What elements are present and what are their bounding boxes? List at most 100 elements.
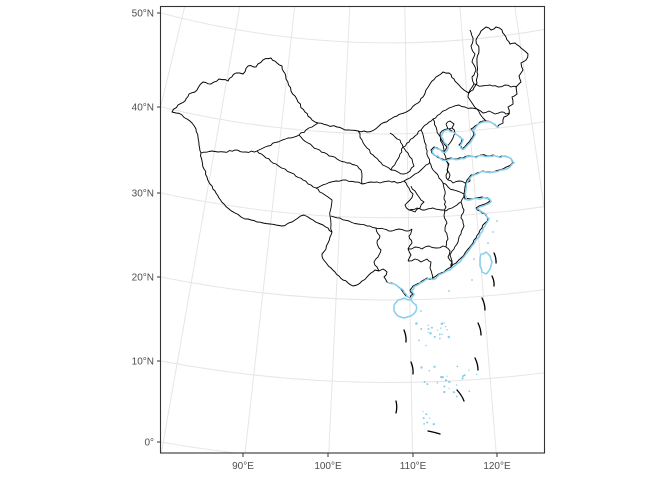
nine-dash-segment: [474, 357, 479, 371]
island-dot: [441, 333, 443, 336]
nine-dash-segment: [493, 252, 497, 264]
province-borders-layer: [171, 26, 529, 299]
province-border: [476, 108, 511, 115]
province-border: [442, 182, 449, 248]
graticule-layer: [161, 6, 545, 453]
x-axis: 90°E 100°E 110°E 120°E: [232, 453, 511, 472]
island-dot: [433, 335, 436, 338]
island-dot: [436, 329, 439, 331]
nine-dash-layer: [395, 252, 497, 435]
province-border: [446, 127, 456, 148]
island-dot: [420, 328, 423, 330]
province-border: [390, 146, 415, 175]
nine-dash-segment: [403, 329, 407, 343]
panel-background: [160, 6, 545, 453]
province-border: [407, 245, 447, 250]
y-axis-tick-label: 50°N: [132, 9, 154, 20]
x-axis-tick-label: 110°E: [400, 461, 427, 472]
province-border: [420, 129, 444, 184]
island-dot: [476, 373, 478, 376]
island-dot: [439, 337, 441, 340]
island-dot: [426, 383, 429, 386]
island-dot: [427, 331, 429, 333]
y-axis-tick-label: 20°N: [132, 273, 154, 284]
island-dot: [423, 380, 426, 384]
island-dot: [422, 411, 424, 413]
island-dot: [420, 366, 423, 369]
island-dot: [425, 344, 427, 347]
island-dot: [423, 423, 425, 425]
island-dot: [420, 310, 422, 312]
y-axis-tick-label: 0°: [144, 438, 154, 449]
island-dot: [471, 279, 473, 281]
island-dot: [415, 322, 418, 325]
island-dot: [426, 421, 429, 424]
nine-dash-segment: [456, 389, 465, 402]
coastline-layer: [387, 120, 515, 319]
x-axis-tick-label: 100°E: [314, 461, 342, 472]
island-dot: [448, 387, 450, 390]
island-dot: [456, 365, 459, 368]
island-dot: [496, 220, 498, 222]
x-axis-tick-label: 120°E: [483, 461, 511, 472]
island-dot: [492, 231, 494, 233]
nine-dash-segment: [410, 361, 414, 375]
island-dot: [418, 339, 420, 342]
island-dot: [468, 369, 470, 371]
island-dots-layer: [415, 220, 498, 426]
island-dot: [425, 413, 428, 416]
province-border: [256, 150, 317, 189]
y-axis-tick-label: 10°N: [132, 357, 154, 368]
island-dot: [427, 324, 429, 326]
province-border: [449, 193, 465, 268]
province-border: [357, 130, 392, 171]
province-border: [389, 132, 404, 171]
island-dot: [455, 395, 458, 398]
province-border: [445, 201, 462, 212]
island-dot: [440, 322, 444, 326]
island-dot: [429, 417, 431, 419]
island-dot: [438, 333, 441, 336]
province-border: [298, 122, 319, 136]
island-dot: [448, 381, 450, 383]
province-border: [298, 134, 363, 185]
nine-dash-segment: [427, 430, 441, 435]
island-dot: [461, 377, 464, 380]
nine-dash-segment: [491, 275, 495, 287]
province-border: [445, 120, 455, 130]
province-border: [361, 161, 431, 185]
island-dot: [432, 422, 435, 426]
province-border: [403, 180, 425, 213]
island-dot: [429, 331, 432, 335]
island-dot: [427, 328, 430, 330]
island-dot: [436, 381, 439, 384]
island-dot: [443, 390, 446, 394]
island-dot: [440, 375, 443, 379]
island-dot: [443, 385, 446, 388]
nine-dash-segment: [481, 297, 486, 311]
province-border: [407, 228, 413, 262]
island-dot: [430, 326, 433, 329]
mainland-coastline: [387, 120, 515, 300]
province-border: [373, 227, 382, 272]
province-border: [408, 207, 447, 212]
province-border: [442, 182, 465, 195]
nine-dash-segment: [477, 322, 482, 336]
y-axis-tick-label: 40°N: [132, 103, 154, 114]
island-dot: [446, 328, 448, 331]
province-border: [476, 108, 487, 122]
province-border: [256, 134, 300, 152]
province-border: [200, 149, 258, 154]
province-border: [473, 83, 518, 88]
island-dot: [462, 375, 465, 378]
island-dot: [448, 290, 450, 292]
province-border: [445, 246, 453, 268]
y-axis-tick-label: 30°N: [132, 189, 154, 200]
province-border: [315, 187, 333, 233]
island-dot: [455, 384, 458, 386]
island-dot: [446, 375, 448, 377]
island-dot: [487, 242, 489, 244]
nine-dash-segment: [395, 400, 398, 414]
